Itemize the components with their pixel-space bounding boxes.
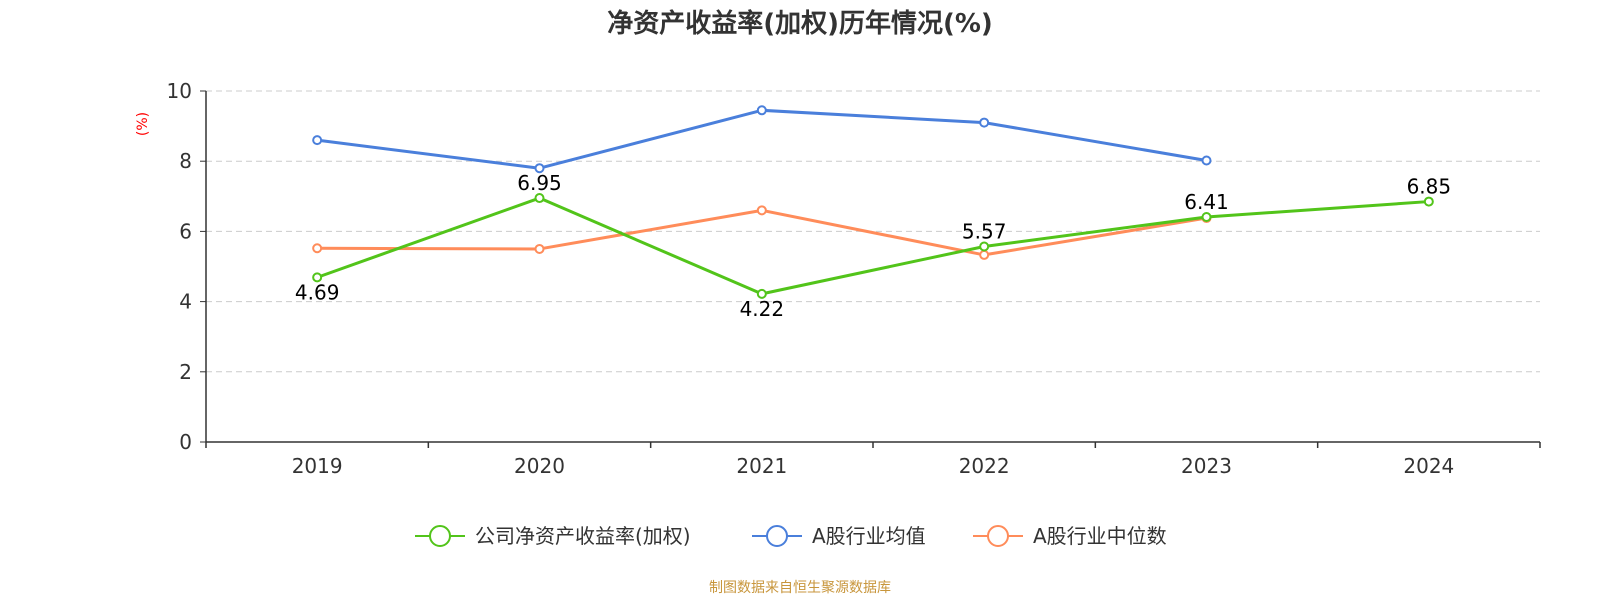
axes: 0 2 4 6 8 10 2019 2020 2021 2022 2023 2024 (167, 79, 1541, 478)
legend-item[interactable]: A股行业中位数 (973, 524, 1167, 548)
legend-marker (766, 525, 788, 547)
x-tick-label: 2021 (736, 454, 787, 478)
legend-marker (429, 525, 451, 547)
data-label: 6.41 (1184, 190, 1229, 214)
y-tick-label: 6 (179, 219, 192, 243)
data-label: 4.22 (740, 297, 785, 321)
data-point (312, 272, 323, 283)
series-group (312, 105, 1434, 299)
legend-label: A股行业均值 (812, 524, 926, 548)
data-point (534, 193, 545, 204)
data-label: 6.95 (517, 171, 562, 195)
data-point (979, 249, 990, 260)
data-point (756, 105, 767, 116)
legend[interactable]: 公司净资产收益率(加权) A股行业均值 A股行业中位数 (415, 524, 1167, 548)
y-tick-label: 0 (179, 430, 192, 454)
x-tick-label: 2024 (1403, 454, 1454, 478)
data-point (534, 163, 545, 174)
data-point (756, 288, 767, 299)
x-tick-label: 2019 (292, 454, 343, 478)
source-note: 制图数据来自恒生聚源数据库 (709, 580, 891, 596)
data-label: 6.85 (1407, 175, 1452, 199)
legend-item[interactable]: A股行业均值 (752, 524, 926, 548)
y-tick-label: 2 (179, 360, 192, 384)
data-label: 4.69 (295, 280, 340, 304)
legend-label: A股行业中位数 (1033, 524, 1167, 548)
data-point (979, 241, 990, 252)
y-tick-label: 4 (179, 290, 192, 314)
legend-label: 公司净资产收益率(加权) (475, 524, 691, 548)
data-point (312, 135, 323, 146)
x-tick-label: 2022 (959, 454, 1010, 478)
series-line-0 (316, 196, 1429, 296)
legend-marker (987, 525, 1009, 547)
x-tick-label: 2023 (1181, 454, 1232, 478)
y-axis-label: (%) (135, 112, 151, 136)
y-tick-label: 10 (167, 79, 192, 103)
data-point (1201, 212, 1212, 223)
legend-item[interactable]: 公司净资产收益率(加权) (415, 524, 691, 548)
series-line-2 (317, 208, 1207, 257)
data-point (979, 117, 990, 128)
data-label: 5.57 (962, 219, 1007, 243)
data-labels: 4.69 6.95 4.22 5.57 6.41 6.85 (295, 171, 1451, 321)
y-tick-label: 8 (179, 149, 192, 173)
data-point (1423, 196, 1434, 207)
data-point (1201, 155, 1212, 166)
chart-title: 净资产收益率(加权)历年情况(%) (607, 8, 993, 39)
grid-lines (206, 90, 1540, 373)
data-point (312, 243, 323, 254)
x-tick-label: 2020 (514, 454, 565, 478)
series-line-1 (316, 108, 1207, 170)
data-point (756, 205, 767, 216)
data-point (534, 243, 545, 254)
